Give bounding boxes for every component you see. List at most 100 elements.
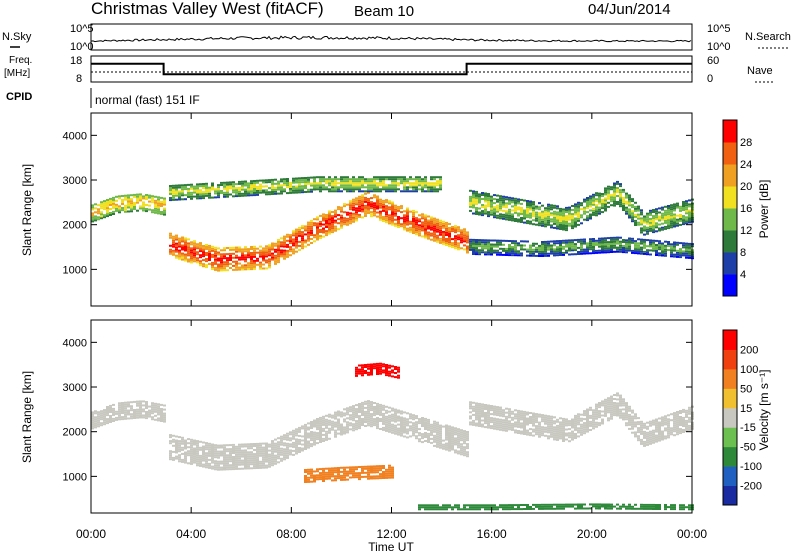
data-cell (178, 446, 181, 449)
data-cell (682, 203, 685, 205)
data-cell (586, 219, 589, 222)
data-cell (376, 427, 379, 430)
data-cell (676, 421, 679, 424)
data-cell (307, 178, 310, 181)
data-cell (163, 201, 166, 204)
data-cell (583, 238, 586, 241)
data-cell (562, 224, 565, 227)
data-cell (490, 251, 493, 254)
data-cell (658, 435, 661, 438)
data-cell (541, 420, 544, 423)
data-cell (253, 259, 256, 262)
data-cell (664, 244, 667, 247)
data-cell (604, 209, 607, 212)
data-cell (277, 457, 280, 460)
data-cell (202, 195, 205, 198)
data-cell (550, 204, 553, 207)
nsky-trace (90, 35, 692, 43)
data-cell (436, 441, 439, 444)
data-cell (223, 460, 226, 463)
data-cell (172, 450, 175, 453)
data-cell (349, 206, 352, 209)
data-cell (157, 196, 160, 199)
data-cell (466, 251, 469, 254)
data-cell (280, 439, 283, 442)
data-cell (415, 435, 418, 438)
data-cell (220, 261, 223, 264)
data-cell (337, 206, 340, 209)
data-cell (229, 187, 232, 190)
data-cell (175, 186, 178, 189)
data-cell (505, 198, 508, 201)
data-cell (124, 204, 127, 207)
data-cell (163, 420, 166, 423)
data-cell (457, 436, 460, 439)
data-cell (253, 461, 256, 464)
data-cell (184, 445, 187, 448)
data-cell (484, 416, 487, 418)
data-cell (553, 430, 556, 433)
data-cell (253, 267, 256, 270)
data-cell (571, 424, 574, 427)
data-cell (649, 440, 652, 443)
data-cell (220, 257, 223, 260)
data-cell (628, 210, 631, 213)
data-cell (190, 185, 193, 188)
data-cell (118, 205, 121, 208)
data-cell (520, 254, 523, 257)
data-cell (415, 437, 418, 440)
data-cell (304, 183, 307, 185)
data-cell (118, 414, 121, 417)
data-cell (337, 178, 340, 181)
data-cell (316, 436, 319, 439)
data-cell (397, 222, 400, 224)
data-cell (244, 445, 247, 448)
data-cell (358, 190, 361, 193)
data-cell (550, 417, 553, 420)
data-cell (424, 424, 427, 426)
data-cell (382, 201, 385, 204)
data-cell (658, 244, 661, 247)
data-cell (673, 424, 676, 427)
data-cell (490, 207, 493, 210)
data-cell (220, 184, 223, 186)
data-cell (307, 426, 310, 429)
data-cell (400, 190, 403, 193)
data-cell (475, 408, 478, 411)
data-cell (100, 217, 103, 220)
data-cell (196, 197, 199, 200)
data-cell (271, 444, 274, 447)
data-cell (217, 468, 220, 471)
data-cell (652, 239, 655, 242)
data-cell (568, 206, 571, 209)
data-cell (247, 184, 250, 187)
data-cell (313, 186, 316, 189)
data-cell (340, 411, 343, 414)
data-cell (283, 454, 286, 457)
data-cell (394, 176, 397, 179)
data-cell (526, 429, 529, 432)
data-cell (178, 450, 181, 453)
data-cell (178, 196, 181, 199)
data-cell (667, 434, 670, 437)
data-cell (667, 430, 670, 433)
data-cell (229, 454, 232, 457)
data-cell (325, 432, 328, 435)
data-cell (466, 447, 469, 450)
data-cell (586, 199, 589, 201)
data-cell (121, 199, 124, 201)
data-cell (238, 250, 241, 253)
data-cell (193, 439, 196, 442)
data-cell (427, 422, 430, 425)
data-cell (577, 423, 580, 426)
data-cell (151, 209, 154, 212)
data-cell (232, 443, 235, 446)
data-cell (169, 458, 172, 461)
data-cell (133, 204, 136, 206)
data-cell (370, 201, 373, 204)
data-cell (412, 426, 415, 429)
data-cell (283, 184, 286, 187)
data-cell (289, 433, 292, 436)
data-cell (520, 422, 523, 425)
data-cell (298, 240, 301, 243)
